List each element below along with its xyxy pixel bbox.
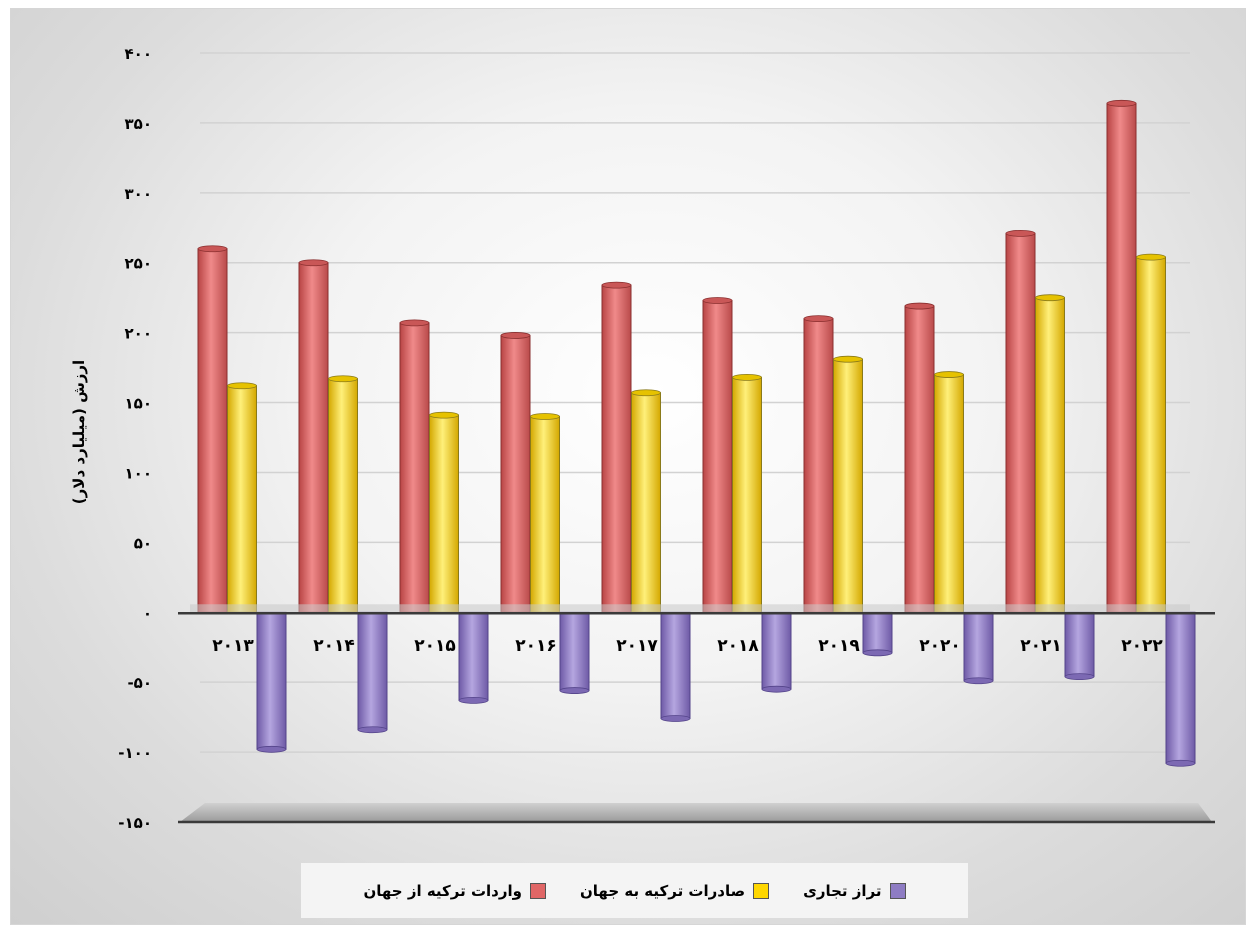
bar: [934, 371, 964, 613]
bar: [803, 315, 834, 613]
bar: [357, 611, 388, 734]
x-category-label: ۲۰۱۷: [616, 636, 658, 656]
legend: واردات ترکیه از جهان صادرات ترکیه به جهان…: [301, 863, 968, 918]
zero-axis: [178, 604, 1215, 615]
y-tick-label: ۰: [143, 604, 152, 622]
x-category-label: ۲۰۱۸: [717, 636, 759, 656]
bar: [458, 611, 489, 704]
bar: [429, 411, 459, 613]
y-tick-label: ۳۵۰: [125, 115, 152, 133]
bar: [1064, 611, 1095, 680]
legend-item: واردات ترکیه از جهان: [363, 882, 546, 900]
bar: [298, 259, 329, 613]
legend-label: صادرات ترکیه به جهان: [579, 881, 746, 900]
x-category-label: ۲۰۲۰: [919, 636, 961, 656]
bar: [702, 297, 733, 613]
legend-item: تراز تجاری: [803, 881, 906, 900]
chart-floor: [178, 803, 1215, 824]
y-axis-title: ارزش (میلیارد دلار): [70, 360, 88, 504]
legend-swatch: [753, 882, 770, 899]
bar: [1035, 294, 1065, 613]
x-category-label: ۲۰۲۲: [1121, 636, 1163, 656]
legend-label: واردات ترکیه از جهان: [363, 881, 522, 900]
y-tick-label: ۱۵۰: [125, 395, 152, 413]
y-tick-label: ۱۰۰: [125, 464, 152, 482]
y-tick-label: ۲۰۰: [125, 325, 152, 343]
bar: [530, 413, 560, 613]
y-tick-label: ۵۰: [134, 534, 152, 552]
bars: [197, 99, 1196, 767]
x-category-label: ۲۰۱۵: [414, 636, 456, 656]
bar: [601, 281, 632, 613]
legend-item: صادرات ترکیه به جهان: [579, 881, 770, 900]
legend-label: تراز تجاری: [803, 881, 882, 900]
bar: [1165, 611, 1196, 767]
bar: [227, 382, 257, 613]
bar: [328, 375, 358, 613]
bar: [559, 611, 590, 694]
y-tick-label: ۳۰۰: [125, 185, 152, 203]
bar: [399, 319, 430, 613]
x-axis-categories: ۲۰۱۳ ۲۰۱۴ ۲۰۱۵ ۲۰۱۶ ۲۰۱۷ ۲۰۱۸ ۲۰۱۹ ۲۰۲۰ ۲۰۲۱ ۲۰۲۲: [212, 636, 1163, 656]
x-category-label: ۲۰۲۱: [1020, 636, 1062, 656]
bar: [761, 611, 792, 693]
bar: [631, 389, 661, 613]
legend-swatch: [889, 882, 906, 899]
bar: [256, 611, 287, 753]
bar: [862, 611, 893, 657]
floor-plane: [180, 803, 1212, 822]
bar: [197, 245, 228, 613]
x-category-label: ۲۰۱۹: [818, 636, 860, 656]
y-tick-label: ۲۵۰: [125, 255, 152, 273]
bar: [904, 302, 935, 613]
y-tick-label: -۱۰۰: [118, 744, 152, 762]
y-tick-label: ۴۰۰: [125, 45, 152, 63]
bar: [732, 373, 762, 613]
x-category-label: ۲۰۱۴: [313, 636, 355, 656]
bar: [660, 611, 691, 722]
bar: [1005, 229, 1036, 613]
x-category-label: ۲۰۱۶: [515, 636, 557, 656]
y-tick-label: -۵۰: [127, 674, 152, 692]
y-tick-label: -۱۵۰: [118, 814, 152, 832]
bar: [963, 611, 994, 685]
x-category-label: ۲۰۱۳: [212, 636, 254, 656]
bar: [833, 355, 863, 613]
bar: [1106, 99, 1137, 613]
bar: [1136, 253, 1166, 613]
zero-plane: [190, 604, 1190, 613]
legend-swatch: [529, 882, 546, 899]
y-axis-ticks: -۱۵۰ -۱۰۰ -۵۰ ۰ ۵۰ ۱۰۰ ۱۵۰ ۲۰۰ ۲۵۰ ۳۰۰ ۳۵۰ ۴۰۰: [118, 45, 152, 832]
bar: [500, 332, 531, 613]
